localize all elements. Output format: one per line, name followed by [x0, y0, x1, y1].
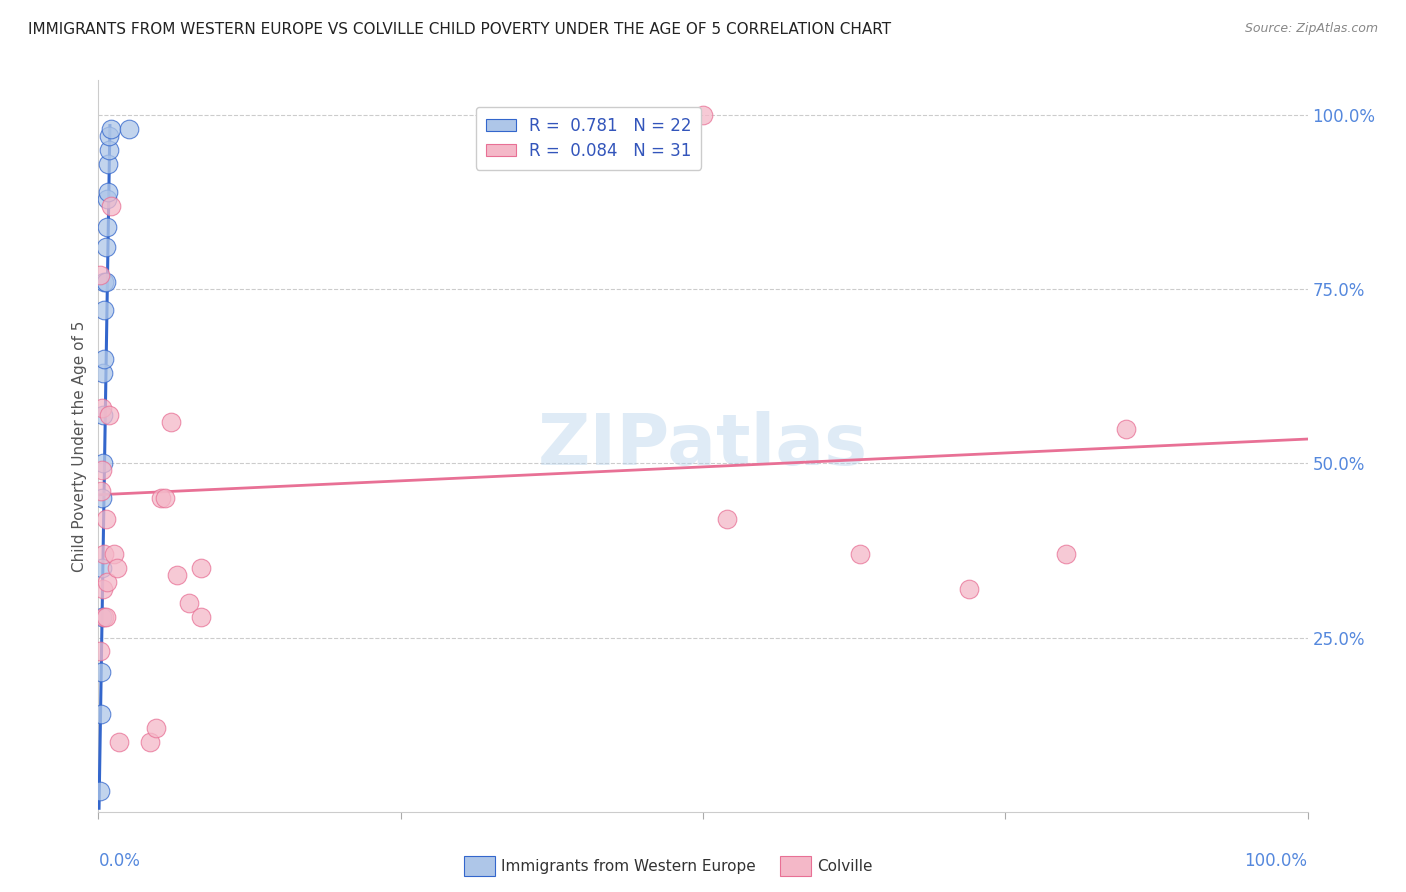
Point: [91, 457, 114, 471]
Point: [94, 512, 117, 526]
Point: [190, 609, 212, 624]
Text: ZIPatlas: ZIPatlas: [538, 411, 868, 481]
Text: 100.0%: 100.0%: [1244, 852, 1308, 870]
Point: [105, 561, 128, 575]
Point: [93, 609, 115, 624]
Point: [89, 268, 111, 283]
Point: [179, 596, 201, 610]
Point: [1115, 421, 1137, 435]
Point: [96, 192, 118, 206]
Point: [100, 199, 122, 213]
Point: [93, 351, 115, 366]
Point: [153, 491, 176, 506]
Point: [91, 491, 114, 506]
Point: [93, 303, 115, 318]
Point: [90, 707, 112, 722]
Text: Colville: Colville: [817, 859, 872, 873]
Point: [957, 582, 980, 596]
Point: [145, 721, 167, 735]
Point: [100, 122, 122, 136]
Point: [89, 784, 111, 798]
Text: IMMIGRANTS FROM WESTERN EUROPE VS COLVILLE CHILD POVERTY UNDER THE AGE OF 5 CORR: IMMIGRANTS FROM WESTERN EUROPE VS COLVIL…: [28, 22, 891, 37]
Point: [98, 143, 121, 157]
Point: [1054, 547, 1077, 561]
Point: [692, 108, 714, 122]
Text: Immigrants from Western Europe: Immigrants from Western Europe: [501, 859, 755, 873]
Point: [103, 547, 125, 561]
Point: [849, 547, 872, 561]
Text: Source: ZipAtlas.com: Source: ZipAtlas.com: [1244, 22, 1378, 36]
Point: [716, 512, 738, 526]
Point: [98, 128, 121, 143]
Y-axis label: Child Poverty Under the Age of 5: Child Poverty Under the Age of 5: [72, 320, 87, 572]
Point: [98, 408, 121, 422]
Point: [93, 547, 115, 561]
Point: [150, 491, 173, 506]
Point: [91, 561, 114, 575]
Point: [91, 366, 114, 380]
Legend: R =  0.781   N = 22, R =  0.084   N = 31: R = 0.781 N = 22, R = 0.084 N = 31: [475, 107, 702, 169]
Point: [94, 240, 117, 254]
Point: [93, 275, 115, 289]
Point: [96, 574, 118, 589]
Point: [90, 665, 112, 680]
Point: [190, 561, 212, 575]
Point: [97, 157, 120, 171]
Point: [160, 415, 183, 429]
Point: [90, 484, 112, 499]
Point: [96, 219, 118, 234]
Point: [91, 609, 114, 624]
Point: [94, 275, 117, 289]
Text: 0.0%: 0.0%: [98, 852, 141, 870]
Point: [118, 122, 141, 136]
Point: [97, 185, 120, 199]
Point: [94, 609, 117, 624]
Point: [91, 401, 114, 415]
Point: [139, 735, 162, 749]
Point: [91, 408, 114, 422]
Point: [108, 735, 131, 749]
Point: [89, 644, 111, 658]
Point: [166, 567, 188, 582]
Point: [91, 463, 114, 477]
Point: [91, 582, 114, 596]
